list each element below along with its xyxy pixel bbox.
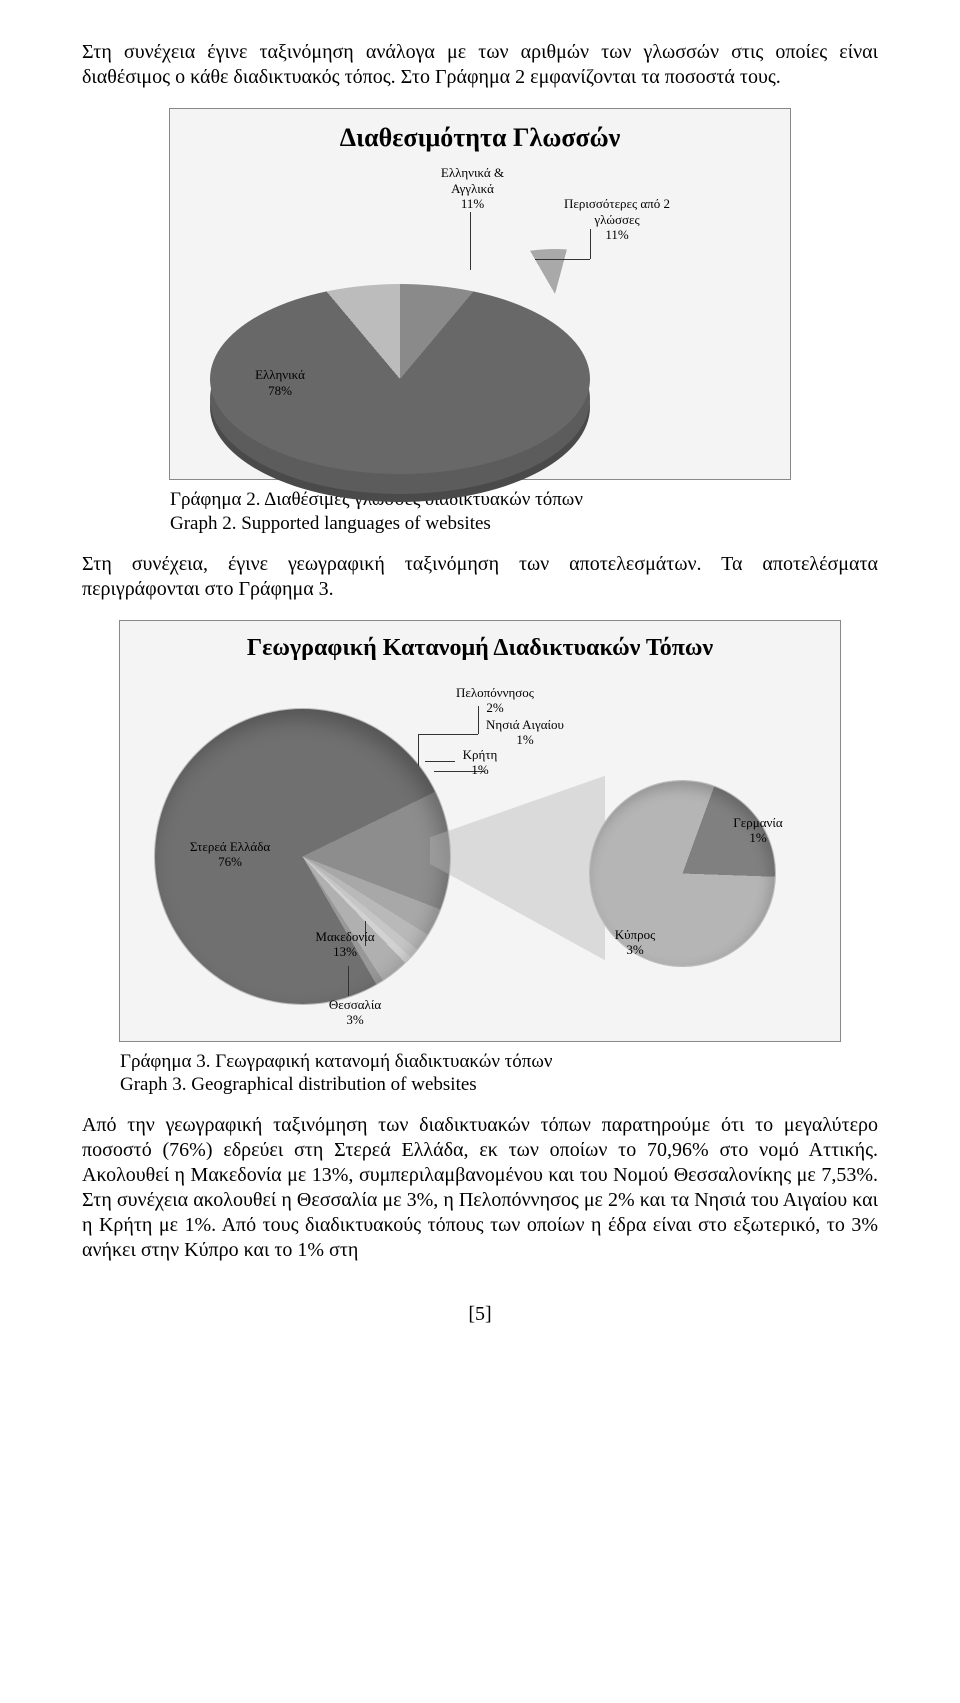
slice-name: Νησιά Αιγαίου — [486, 717, 564, 732]
leader-line — [418, 734, 419, 766]
chart-3-title: Γεωγραφική Κατανομή Διαδικτυακών Τόπων — [120, 621, 840, 670]
slice-pct: 11% — [461, 196, 484, 211]
chart-3-geographic-distribution: Γεωγραφική Κατανομή Διαδικτυακών Τόπων Σ… — [119, 620, 841, 1042]
chart-2-language-availability: Διαθεσιμότητα Γλωσσών Ελληνικά & Αγγλικά… — [169, 108, 791, 480]
slice-name: Πελοπόννησος — [456, 685, 534, 700]
slice-label-nisia: Νησιά Αιγαίου 1% — [470, 717, 580, 748]
intro-paragraph-2: Στη συνέχεια, έγινε γεωγραφική ταξινόμησ… — [82, 552, 878, 602]
slice-name: Ελληνικά & Αγγλικά — [441, 165, 504, 196]
slice-name: Ελληνικά — [255, 367, 305, 382]
slice-pct: 1% — [749, 830, 766, 845]
slice-label-thessalia: Θεσσαλία 3% — [310, 997, 400, 1028]
slice-pct: 3% — [346, 1012, 363, 1027]
slice-name: Γερμανία — [733, 815, 782, 830]
slice-label-kypros: Κύπρος 3% — [595, 927, 675, 958]
body-paragraph-3: Από την γεωγραφική ταξινόμηση των διαδικ… — [82, 1113, 878, 1263]
slice-label-germania: Γερμανία 1% — [718, 815, 798, 846]
slice-label-greek: Ελληνικά 78% — [240, 367, 320, 398]
slice-label-peloponnisos: Πελοπόννησος 2% — [440, 685, 550, 716]
slice-name: Κρήτη — [463, 747, 498, 762]
slice-name: Μακεδονία — [315, 929, 374, 944]
slice-name: Θεσσαλία — [329, 997, 381, 1012]
slice-pct: 76% — [218, 854, 242, 869]
slice-pct: 1% — [471, 762, 488, 777]
slice-name: Στερεά Ελλάδα — [190, 839, 270, 854]
leader-line — [535, 259, 590, 260]
slice-pct: 1% — [516, 732, 533, 747]
leader-line — [470, 212, 471, 270]
leader-line — [348, 966, 349, 996]
slice-name: Περισσότερες από 2 γλώσσες — [564, 196, 670, 227]
slice-label-greek-english: Ελληνικά & Αγγλικά 11% — [425, 165, 520, 212]
slice-label-kriti: Κρήτη 1% — [445, 747, 515, 778]
slice-pct: 3% — [626, 942, 643, 957]
leader-line — [418, 734, 478, 735]
page-number: [5] — [82, 1303, 878, 1326]
slice-name: Κύπρος — [615, 927, 656, 942]
intro-paragraph-1: Στη συνέχεια έγινε ταξινόμηση ανάλογα με… — [82, 40, 878, 90]
slice-pct: 2% — [486, 700, 503, 715]
slice-label-more-than-2: Περισσότερες από 2 γλώσσες 11% — [562, 196, 672, 243]
pie3d-pulled-wedge — [465, 249, 645, 339]
slice-label-makedonia: Μακεδονία 13% — [295, 929, 395, 960]
slice-label-sterea: Στερεά Ελλάδα 76% — [175, 839, 285, 870]
slice-pct: 11% — [605, 227, 628, 242]
chart-2-caption: Γράφημα 2. Διαθέσιμες γλώσσες διαδικτυακ… — [170, 488, 790, 536]
caption-greek: Γράφημα 3. Γεωγραφική κατανομή διαδικτυα… — [120, 1051, 553, 1072]
pie-connector-fan — [430, 766, 605, 971]
chart-2-title: Διαθεσιμότητα Γλωσσών — [170, 109, 790, 161]
caption-english: Graph 3. Geographical distribution of we… — [120, 1074, 477, 1095]
slice-pct: 13% — [333, 944, 357, 959]
slice-pct: 78% — [268, 383, 292, 398]
chart-3-caption: Γράφημα 3. Γεωγραφική κατανομή διαδικτυα… — [120, 1050, 840, 1098]
caption-english: Graph 2. Supported languages of websites — [170, 513, 491, 534]
